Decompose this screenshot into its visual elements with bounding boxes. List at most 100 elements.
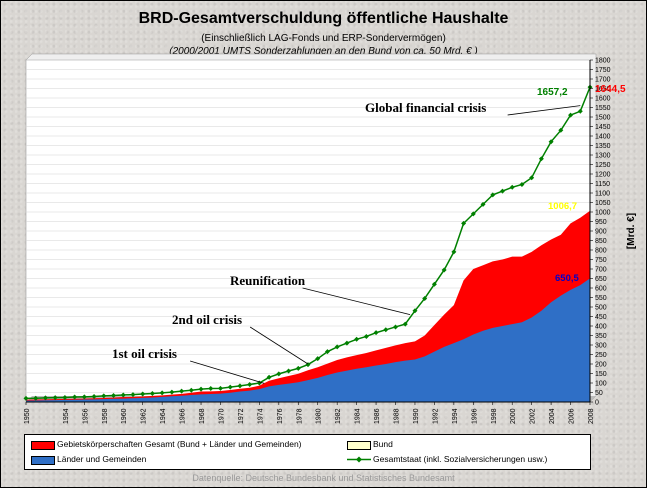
series-marker-gesamtstaat — [159, 390, 165, 396]
series-marker-gesamtstaat — [334, 344, 340, 350]
y-tick-label: 1700 — [595, 77, 611, 84]
y-tick-label: 650 — [595, 276, 607, 283]
y-tick-label: 850 — [595, 238, 607, 245]
x-tick-label: 1950 — [24, 408, 31, 424]
x-tick-label: 1960 — [121, 408, 128, 424]
annotation-leader — [249, 326, 309, 365]
y-tick-label: 600 — [595, 286, 607, 293]
series-marker-gesamtstaat — [519, 181, 525, 187]
y-tick-label: 1150 — [595, 181, 610, 188]
annotation-label: 1st oil crisis — [112, 346, 177, 361]
series-marker-gesamtstaat — [237, 383, 243, 389]
series-marker-gesamtstaat — [509, 184, 515, 190]
x-tick-label: 1980 — [316, 408, 323, 424]
y-tick-label: 250 — [595, 352, 607, 359]
chart-title: BRD-Gesamtverschuldung öffentliche Haush… — [138, 10, 509, 27]
series-marker-gesamtstaat — [276, 371, 282, 377]
x-tick-label: 1982 — [335, 408, 342, 424]
annotation-leader — [507, 105, 581, 116]
legend-label-total: Gebietskörperschaften Gesamt (Bund + Län… — [57, 439, 302, 449]
series-marker-gesamtstaat — [149, 390, 155, 396]
x-tick-label: 1958 — [102, 408, 109, 424]
x-tick-label: 2008 — [588, 408, 595, 424]
y-tick-label: 1550 — [595, 105, 611, 112]
x-tick-label: 1964 — [160, 408, 167, 424]
x-tick-label: 1972 — [238, 408, 245, 424]
value-label: 650,5 — [555, 273, 579, 284]
x-tick-label: 1990 — [413, 408, 420, 424]
series-marker-gesamtstaat — [422, 295, 428, 301]
series-marker-gesamtstaat — [62, 394, 68, 400]
series-marker-gesamtstaat — [354, 336, 360, 342]
y-tick-label: 1100 — [595, 191, 610, 198]
series-marker-gesamtstaat — [441, 267, 447, 273]
series-marker-gesamtstaat — [208, 386, 214, 392]
series-marker-gesamtstaat — [295, 365, 301, 371]
series-marker-gesamtstaat — [188, 387, 194, 393]
series-marker-gesamtstaat — [81, 394, 87, 400]
legend-label-bund: Bund — [373, 439, 393, 449]
y-tick-label: 1500 — [595, 115, 611, 122]
y-tick-label: 1750 — [595, 67, 611, 74]
annotation-label: 2nd oil crisis — [172, 312, 242, 327]
x-tick-label: 1986 — [374, 408, 381, 424]
chart-subtitle-1: (Einschließlich LAG-Fonds und ERP-Sonder… — [201, 33, 446, 44]
y-tick-label: 400 — [595, 324, 607, 331]
y-tick-label: 550 — [595, 295, 607, 302]
y-tick-label: 1800 — [595, 58, 611, 65]
series-marker-gesamtstaat — [101, 393, 107, 399]
series-marker-gesamtstaat — [23, 395, 29, 401]
series-marker-gesamtstaat — [490, 192, 496, 198]
y-tick-label: 1050 — [595, 200, 611, 207]
y-tick-label: 1400 — [595, 134, 611, 141]
series-marker-gesamtstaat — [42, 395, 48, 401]
value-label: 1657,2 — [537, 87, 568, 98]
y-tick-label: 1200 — [595, 172, 611, 179]
series-marker-gesamtstaat — [179, 388, 185, 394]
y-tick-label: 50 — [595, 390, 603, 397]
annotation-label: Global financial crisis — [365, 100, 486, 115]
x-tick-label: 2004 — [549, 408, 556, 424]
chart-subtitle-2: (2000/2001 UMTS Sonderzahlungen an den B… — [169, 46, 478, 57]
series-marker-gesamtstaat — [52, 395, 58, 401]
series-marker-gesamtstaat — [72, 394, 78, 400]
legend-label-laender: Länder und Gemeinden — [57, 454, 147, 464]
y-tick-label: 700 — [595, 267, 607, 274]
series-marker-gesamtstaat — [111, 393, 117, 399]
x-tick-label: 1978 — [296, 408, 303, 424]
series-marker-gesamtstaat — [120, 392, 126, 398]
x-tick-label: 1992 — [432, 408, 439, 424]
series-marker-gesamtstaat — [130, 392, 136, 398]
series-marker-gesamtstaat — [480, 201, 486, 207]
series-marker-gesamtstaat — [227, 384, 233, 390]
legend-swatch-laender — [31, 456, 55, 465]
y-tick-label: 1250 — [595, 162, 611, 169]
series-marker-gesamtstaat — [324, 349, 330, 355]
series-marker-gesamtstaat — [412, 308, 418, 314]
y-axis-label: [Mrd. €] — [626, 213, 637, 249]
x-tick-label: 1976 — [277, 408, 284, 424]
series-marker-gesamtstaat — [344, 340, 350, 346]
series-marker-gesamtstaat — [247, 382, 253, 388]
x-tick-label: 1994 — [452, 408, 459, 424]
chart-legend: Gebietskörperschaften Gesamt (Bund + Län… — [24, 434, 591, 470]
x-tick-label: 1962 — [141, 408, 148, 424]
series-marker-gesamtstaat — [393, 324, 399, 330]
series-marker-gesamtstaat — [538, 156, 544, 162]
x-tick-label: 1954 — [63, 408, 70, 424]
y-tick-label: 300 — [595, 343, 607, 350]
series-marker-gesamtstaat — [451, 249, 457, 255]
series-marker-gesamtstaat — [577, 108, 583, 114]
series-area-laender — [26, 278, 590, 402]
y-tick-label: 1600 — [595, 96, 611, 103]
x-tick-label: 1970 — [218, 408, 225, 424]
legend-swatch-total — [31, 441, 55, 450]
series-marker-gesamtstaat — [286, 368, 292, 374]
y-tick-label: 1300 — [595, 153, 611, 160]
series-marker-gesamtstaat — [470, 211, 476, 217]
series-marker-gesamtstaat — [198, 386, 204, 392]
x-tick-label: 1984 — [355, 408, 362, 424]
x-tick-label: 1988 — [394, 408, 401, 424]
legend-label-gesamtstaat: Gesamtstaat (inkl. Sozialversicherungen … — [373, 454, 548, 464]
legend-line-gesamtstaat — [347, 456, 371, 463]
